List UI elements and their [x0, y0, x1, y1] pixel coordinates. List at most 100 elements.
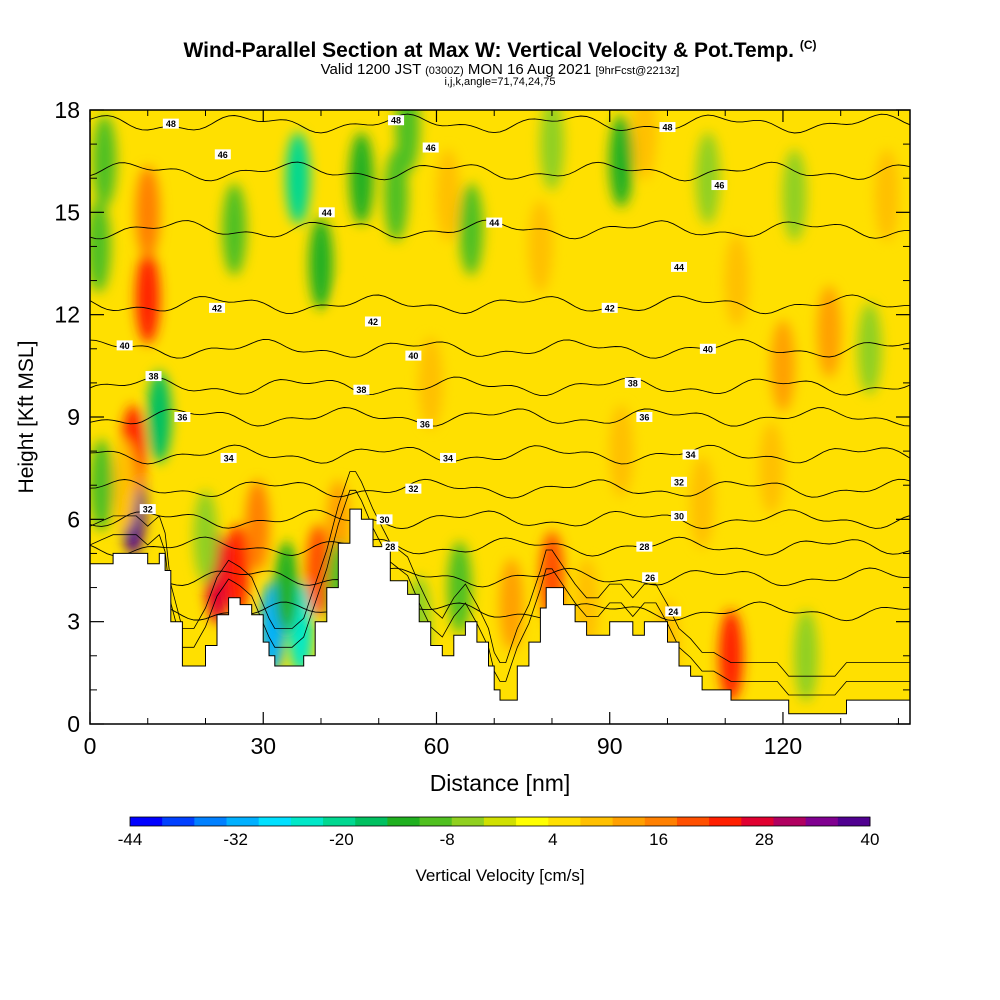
velocity-cell — [759, 422, 784, 515]
colorbar: -44 -32 -20 -8 4 16 28 40 — [118, 816, 880, 849]
contour-label-text: 40 — [408, 351, 418, 361]
contour-label-text: 44 — [489, 218, 499, 228]
theta-contour-line — [90, 489, 910, 696]
contour-label-text: 34 — [224, 453, 234, 463]
y-tick-label: 15 — [54, 199, 80, 225]
contour-label: 42 — [364, 316, 381, 327]
velocity-cell — [794, 609, 819, 702]
velocity-field — [90, 110, 899, 702]
velocity-cell — [135, 166, 160, 259]
colorbar-swatch — [837, 817, 871, 826]
contour-label: 46 — [422, 142, 439, 153]
contour-label: 36 — [174, 412, 191, 423]
colorbar-swatch — [451, 817, 485, 826]
contour-label: 44 — [318, 207, 335, 218]
contour-label-text: 44 — [322, 208, 332, 218]
contour-label: 48 — [388, 115, 405, 126]
colorbar-swatch — [130, 817, 163, 826]
colorbar-swatch — [773, 817, 807, 826]
contour-label: 34 — [682, 449, 699, 460]
velocity-cell — [193, 490, 218, 583]
y-tick-label: 3 — [67, 609, 80, 635]
velocity-cell — [92, 115, 117, 208]
colorbar-swatch — [387, 817, 421, 826]
contour-label-text: 38 — [628, 378, 638, 388]
colorbar-tick-label: -32 — [223, 830, 248, 849]
x-tick-label: 120 — [764, 733, 802, 759]
velocity-cell — [147, 371, 172, 463]
plot-area: 24 26 28 28 30 30 32 32 32 34 34 34 36 36 36 38 38 38 40 40… — [90, 110, 910, 724]
chart-indices: i,j,k,angle=71,74,24,75 — [444, 76, 556, 88]
contour-label-text: 38 — [149, 372, 159, 382]
colorbar-tick-label: 40 — [861, 830, 880, 849]
colorbar-swatch — [676, 817, 710, 826]
velocity-cell — [349, 132, 374, 225]
contour-label: 34 — [440, 452, 457, 463]
theta-contour-line — [90, 471, 910, 677]
colorbar-swatch — [258, 817, 292, 826]
colorbar-tick-label: 16 — [649, 830, 668, 849]
contour-label-text: 28 — [639, 542, 649, 552]
colorbar-swatch — [323, 817, 356, 826]
velocity-cell — [418, 336, 443, 429]
velocity-cell — [782, 149, 807, 242]
contour-label-text: 30 — [674, 511, 684, 521]
contour-label-text: 36 — [420, 419, 430, 429]
velocity-cell — [690, 456, 715, 549]
colorbar-swatch — [548, 817, 581, 826]
velocity-cell — [384, 149, 409, 242]
velocity-cell — [285, 132, 310, 225]
velocity-cell — [112, 439, 137, 532]
contour-label-text: 34 — [443, 453, 453, 463]
contour-label: 30 — [376, 514, 393, 525]
contour-label-text: 38 — [356, 385, 366, 395]
contour-label: 40 — [699, 343, 716, 354]
colorbar-swatch — [226, 817, 260, 826]
x-tick-label: 0 — [84, 733, 97, 759]
velocity-cell — [337, 285, 362, 378]
theta-contour-line — [90, 113, 910, 134]
contour-label-text: 24 — [668, 607, 678, 617]
velocity-cell — [90, 439, 114, 532]
contour-label-text: 32 — [408, 484, 418, 494]
contour-label: 30 — [671, 510, 688, 521]
colorbar-swatch — [516, 817, 549, 826]
contour-label-text: 48 — [166, 119, 176, 129]
contour-label-text: 36 — [639, 413, 649, 423]
y-tick-label: 0 — [67, 711, 80, 737]
velocity-cell — [436, 149, 461, 242]
contour-label-text: 26 — [645, 573, 655, 583]
contour-label-text: 30 — [379, 515, 389, 525]
contour-label: 28 — [636, 541, 653, 552]
contour-label-text: 46 — [218, 150, 228, 160]
colorbar-frame — [129, 816, 871, 827]
velocity-cell — [770, 319, 795, 412]
velocity-cell — [539, 110, 564, 191]
colorbar-swatch — [741, 817, 774, 826]
colorbar-swatch — [709, 817, 742, 826]
contour-label: 26 — [642, 572, 659, 583]
theta-contour-line — [90, 339, 910, 359]
colorbar-tick-label: -8 — [440, 830, 455, 849]
contour-label: 34 — [220, 452, 237, 463]
contour-label-text: 32 — [674, 477, 684, 487]
colorbar-tick-label: -44 — [118, 830, 143, 849]
contour-label: 44 — [486, 217, 503, 228]
colorbar-tick-label: 28 — [755, 830, 774, 849]
velocity-cell — [857, 302, 882, 395]
velocity-cell — [609, 405, 634, 498]
velocity-cell — [395, 110, 420, 174]
velocity-cell — [718, 609, 743, 702]
chart-title: Wind-Parallel Section at Max W: Vertical… — [183, 38, 817, 62]
theta-contour-line — [90, 294, 910, 315]
velocity-cell — [817, 285, 842, 378]
velocity-cell — [724, 234, 749, 327]
contour-label: 38 — [353, 384, 370, 395]
x-tick-label: 60 — [424, 733, 450, 759]
contour-label: 48 — [659, 122, 676, 133]
contour-label: 32 — [139, 504, 156, 515]
velocity-cell — [308, 217, 333, 310]
colorbar-swatch — [194, 817, 228, 826]
